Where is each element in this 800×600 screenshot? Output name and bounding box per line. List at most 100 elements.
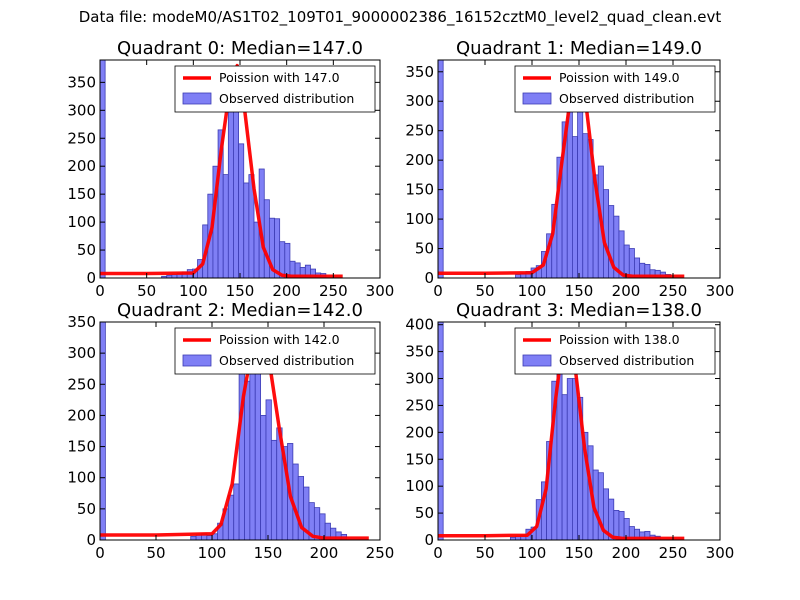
histogram-bar (190, 535, 197, 540)
legend-line-label: Poission with 147.0 (219, 70, 340, 85)
y-tick-label: 200 (405, 423, 434, 441)
legend-bar-label: Observed distribution (219, 91, 354, 106)
y-tick-label: 200 (405, 151, 434, 169)
histogram-bar (566, 109, 573, 278)
y-tick-label: 100 (67, 213, 96, 231)
histogram-bar (171, 274, 178, 278)
histogram-bar (566, 378, 573, 540)
y-tick-label: 350 (67, 73, 96, 91)
histogram-bar (244, 380, 251, 540)
legend-bar-swatch (522, 92, 552, 105)
x-tick-label: 100 (198, 544, 227, 562)
x-tick-label: 150 (565, 544, 594, 562)
legend-line-label: Poission with 142.0 (219, 332, 340, 347)
y-tick-label: 100 (405, 477, 434, 495)
histogram-bar (222, 174, 229, 278)
histogram-bar (572, 136, 578, 278)
histogram-bar (253, 221, 260, 278)
histogram-bar (233, 95, 239, 278)
y-tick-label: 100 (67, 469, 96, 487)
histogram-bar (263, 199, 270, 278)
histogram-bar (227, 109, 234, 278)
y-tick-label: 0 (424, 531, 434, 549)
y-tick-label: 100 (405, 210, 434, 228)
x-tick-label: 200 (310, 544, 339, 562)
y-tick-label: 0 (86, 269, 96, 287)
y-tick-label: 300 (405, 92, 434, 110)
plot-area (100, 322, 369, 540)
histogram-bar (438, 322, 444, 540)
plot-area (438, 322, 685, 540)
x-tick-label: 100 (518, 544, 547, 562)
x-tick-label: 300 (706, 282, 735, 300)
x-tick-label: 200 (612, 282, 641, 300)
x-tick-label: 0 (433, 544, 443, 562)
y-tick-label: 350 (405, 63, 434, 81)
x-tick-label: 150 (254, 544, 283, 562)
y-tick-label: 0 (424, 269, 434, 287)
y-tick-label: 250 (405, 122, 434, 140)
chart-title: Quadrant 3: Median=138.0 (456, 300, 702, 321)
histogram-bar (233, 483, 240, 540)
x-tick-label: 250 (366, 544, 395, 562)
histogram-bar (618, 511, 625, 540)
x-tick-label: 250 (659, 544, 688, 562)
y-tick-label: 300 (67, 344, 96, 362)
legend-bar-label: Observed distribution (559, 353, 694, 368)
x-tick-label: 100 (518, 282, 547, 300)
y-tick-label: 50 (415, 504, 434, 522)
histogram-bar (265, 399, 272, 540)
y-tick-label: 150 (405, 450, 434, 468)
x-tick-label: 200 (272, 282, 301, 300)
y-tick-label: 250 (67, 375, 96, 393)
chart-panel-1: 0 50 100 150 200 250 300 0 50 100 150 200 250 300 350 Q… (405, 38, 734, 300)
histogram-bar (270, 439, 278, 540)
legend-bar-label: Observed distribution (559, 91, 694, 106)
histogram-bar (582, 133, 589, 278)
chart-title: Quadrant 2: Median=142.0 (117, 300, 363, 321)
x-tick-label: 50 (146, 544, 165, 562)
x-tick-label: 0 (95, 544, 105, 562)
chart-panel-3: 0 50 100 150 200 250 300 0 50 100 150 200 250 300 350 4… (405, 300, 734, 562)
y-tick-label: 50 (415, 240, 434, 258)
poisson-curve (100, 63, 343, 278)
legend: Poission with 147.0 Observed distribution (174, 65, 376, 113)
x-tick-label: 150 (226, 282, 255, 300)
histogram-bar (243, 182, 250, 278)
x-tick-label: 100 (179, 282, 208, 300)
x-tick-label: 0 (95, 282, 105, 300)
histogram-bar (438, 60, 444, 278)
chart-title: Quadrant 1: Median=149.0 (456, 38, 702, 59)
histogram-bar (260, 415, 267, 540)
x-tick-label: 50 (475, 282, 494, 300)
x-tick-label: 50 (137, 282, 156, 300)
y-tick-label: 350 (67, 313, 96, 331)
y-tick-label: 50 (77, 500, 96, 518)
y-tick-label: 400 (405, 316, 434, 334)
y-tick-label: 150 (67, 185, 96, 203)
x-tick-label: 300 (706, 544, 735, 562)
axes-frame (99, 321, 381, 541)
histogram-bar (227, 494, 235, 540)
histogram-bar (206, 535, 213, 540)
legend-bar-swatch (182, 354, 212, 367)
histogram-bar (577, 106, 584, 278)
y-tick-label: 250 (67, 129, 96, 147)
histogram-bar (628, 248, 635, 278)
histogram-bar (274, 218, 281, 278)
y-tick-label: 0 (86, 531, 96, 549)
histogram-bar (561, 394, 568, 540)
y-tick-label: 250 (405, 396, 434, 414)
legend-line-label: Poission with 138.0 (559, 332, 680, 347)
histogram-bar (100, 60, 106, 278)
y-tick-label: 150 (405, 181, 434, 199)
legend: Poission with 149.0 Observed distribution (514, 65, 716, 113)
y-tick-label: 50 (77, 241, 96, 259)
x-tick-label: 0 (433, 282, 443, 300)
legend: Poission with 142.0 Observed distribution (174, 327, 376, 375)
legend: Poission with 138.0 Observed distribution (514, 327, 716, 375)
legend-bar-label: Observed distribution (219, 353, 354, 368)
histogram-bar (284, 242, 291, 278)
x-tick-label: 50 (475, 544, 494, 562)
